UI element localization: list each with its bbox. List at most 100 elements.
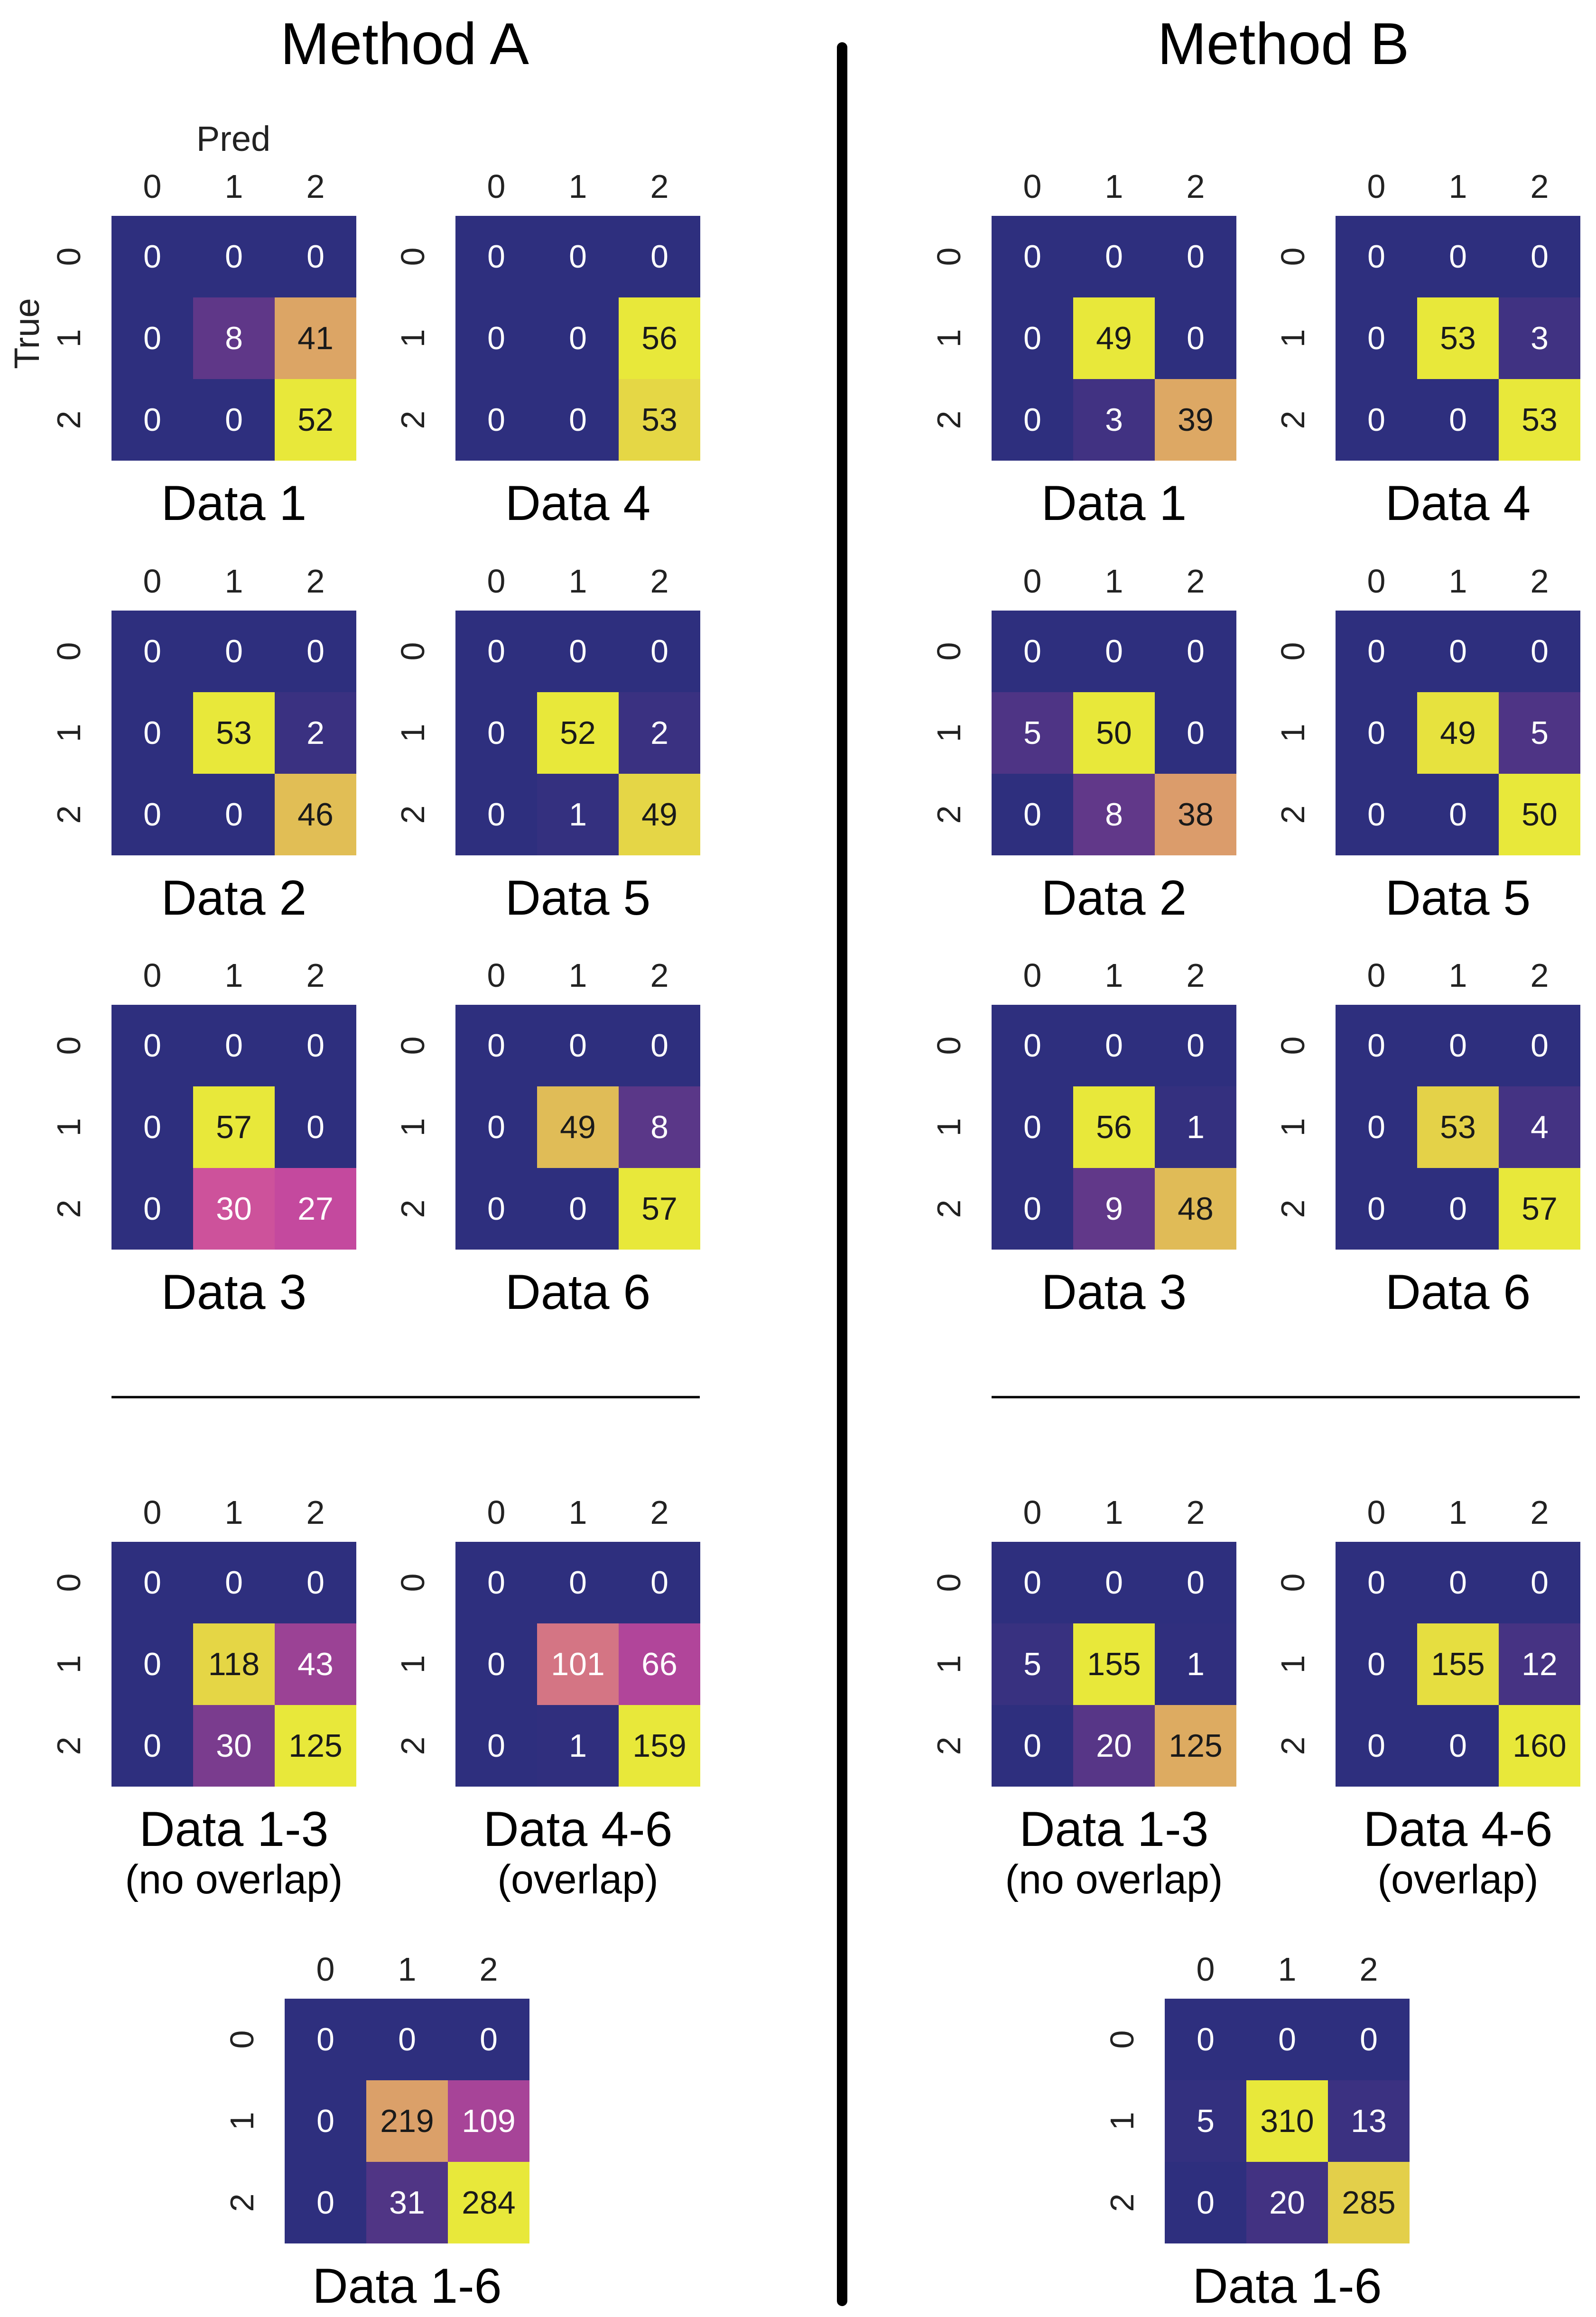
heatmap-cell [992, 1542, 1073, 1623]
x-tick-label: 1 [569, 563, 587, 600]
cell-value-label: 0 [487, 633, 505, 669]
heatmap-cell [1165, 1999, 1246, 2080]
cell-value-label: 0 [1367, 633, 1385, 669]
x-tick-label: 2 [1531, 563, 1549, 600]
heatmap-cell [275, 1705, 356, 1787]
cell-value-label: 0 [1105, 1565, 1123, 1601]
x-tick-label: 2 [1360, 1951, 1378, 1988]
cell-value-label: 20 [1096, 1728, 1132, 1764]
x-tick-label: 2 [650, 1494, 669, 1531]
heatmap-cell [1073, 216, 1155, 297]
cell-value-label: 20 [1269, 2185, 1305, 2221]
confusion-matrix: 0 0 0 0 49 8 0 0 57 0 1 2 0 1 2 Data 6 [394, 957, 700, 1320]
x-tick-label: 2 [306, 957, 325, 994]
cell-value-label: 0 [306, 239, 325, 275]
cell-value-label: 0 [143, 797, 161, 833]
heatmap-cell [1073, 611, 1155, 692]
cell-value-label: 0 [1023, 1109, 1041, 1145]
y-tick-label: 1 [1104, 2112, 1141, 2131]
cell-value-label: 0 [1367, 402, 1385, 438]
cell-value-label: 0 [1531, 1565, 1549, 1601]
x-tick-label: 0 [1197, 1951, 1215, 1988]
heatmap-cell [537, 297, 619, 379]
heatmap-cell [275, 216, 356, 297]
confusion-matrix: 0 0 0 0 49 0 0 3 39 0 1 2 0 1 2 Data 1 [930, 168, 1236, 531]
cell-value-label: 101 [551, 1646, 604, 1682]
heatmap-cell [619, 611, 700, 692]
cell-value-label: 49 [641, 797, 677, 833]
cell-value-label: 0 [487, 1565, 505, 1601]
heatmap-cell [455, 216, 537, 297]
cell-value-label: 0 [1187, 715, 1205, 751]
y-tick-label: 2 [50, 806, 87, 824]
y-tick-label: 2 [394, 806, 431, 824]
cell-value-label: 0 [143, 1028, 161, 1064]
heatmap-cell [111, 1623, 193, 1705]
dataset-sublabel: (no overlap) [125, 1857, 343, 1902]
cell-value-label: 0 [1360, 2021, 1378, 2057]
heatmap-cell [1073, 1623, 1155, 1705]
cell-value-label: 0 [1023, 1565, 1041, 1601]
cell-value-label: 0 [650, 1565, 668, 1601]
heatmap-cell [1417, 297, 1499, 379]
y-tick-label: 1 [50, 1655, 87, 1674]
cell-value-label: 0 [1023, 1728, 1041, 1764]
heatmap-cell [448, 1999, 529, 2080]
heatmap-cell [1073, 1705, 1155, 1787]
heatmap-cell [1336, 1168, 1417, 1250]
x-tick-label: 0 [1023, 563, 1042, 600]
cell-value-label: 0 [1367, 1646, 1385, 1682]
cell-value-label: 46 [297, 797, 334, 833]
cell-value-label: 0 [1367, 1191, 1385, 1227]
heatmap-cell [1336, 774, 1417, 855]
heatmap-cell [992, 1705, 1073, 1787]
heatmap-cell [1417, 692, 1499, 774]
heatmap-cell [455, 1168, 537, 1250]
heatmap-cell [285, 2080, 366, 2162]
cell-value-label: 0 [143, 1565, 161, 1601]
cell-value-label: 0 [225, 402, 243, 438]
cell-value-label: 0 [1023, 1191, 1041, 1227]
heatmap-cell [193, 1168, 275, 1250]
cell-value-label: 9 [1105, 1191, 1123, 1227]
heatmap-cell [455, 1705, 537, 1787]
cell-value-label: 0 [1449, 1728, 1467, 1764]
heatmap-cell [1417, 774, 1499, 855]
confusion-matrix: 0 0 0 5 50 0 0 8 38 0 1 2 0 1 2 Data 2 [930, 563, 1236, 926]
cell-value-label: 31 [389, 2185, 425, 2221]
y-tick-label: 1 [50, 1118, 87, 1137]
cell-value-label: 155 [1087, 1646, 1141, 1682]
heatmap-cell [1155, 1086, 1236, 1168]
cell-value-label: 0 [487, 1728, 505, 1764]
heatmap-cell [275, 1086, 356, 1168]
x-tick-label: 1 [225, 563, 243, 600]
cell-value-label: 0 [1531, 239, 1549, 275]
confusion-matrix: 0 0 0 0 57 0 0 30 27 0 1 2 0 1 2 Data 3 [50, 957, 356, 1320]
cell-value-label: 0 [143, 1728, 161, 1764]
heatmap-cell [455, 297, 537, 379]
cell-value-label: 0 [1197, 2185, 1215, 2221]
cell-value-label: 0 [225, 633, 243, 669]
cell-value-label: 0 [1449, 1191, 1467, 1227]
heatmap-cell [1165, 2162, 1246, 2243]
y-tick-label: 0 [50, 1037, 87, 1055]
x-tick-label: 0 [316, 1951, 335, 1988]
cell-value-label: 0 [143, 715, 161, 751]
y-tick-label: 1 [50, 329, 87, 348]
cell-value-label: 0 [487, 797, 505, 833]
heatmap-cell [1499, 297, 1580, 379]
heatmap-cell [1155, 1623, 1236, 1705]
cell-value-label: 66 [641, 1646, 677, 1682]
heatmap-cell [275, 379, 356, 461]
cell-value-label: 0 [143, 239, 161, 275]
cell-value-label: 0 [1449, 1565, 1467, 1601]
cell-value-label: 1 [1187, 1109, 1205, 1145]
heatmap-cell [992, 297, 1073, 379]
heatmap-cell [1328, 1999, 1410, 2080]
heatmap-cell [537, 1705, 619, 1787]
x-tick-label: 2 [1187, 957, 1205, 994]
heatmap-cell [1155, 611, 1236, 692]
axis-label-true: True [7, 298, 46, 369]
heatmap-cell [1165, 2080, 1246, 2162]
